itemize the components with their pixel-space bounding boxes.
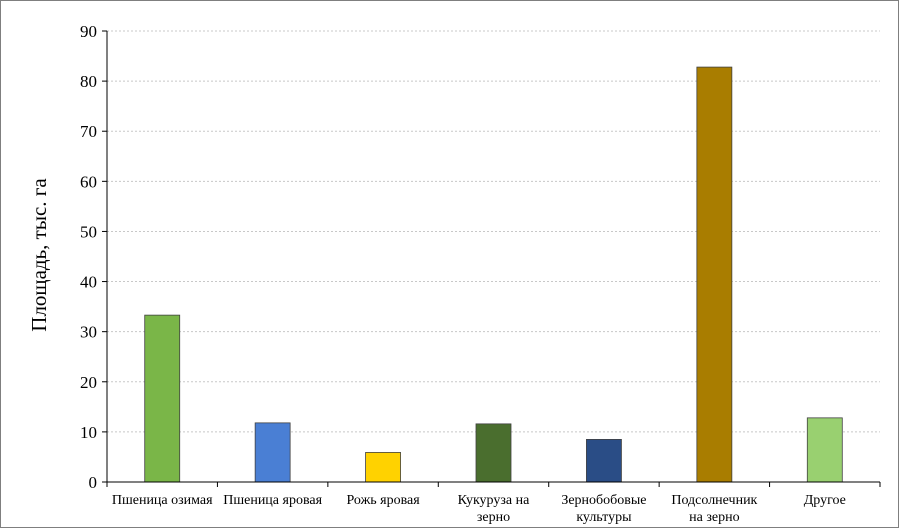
y-tick-label: 10	[80, 423, 97, 442]
y-tick-label: 50	[80, 222, 97, 241]
y-tick-labels: 0 10 20 30 40 50 60 70 80 90	[80, 22, 97, 492]
bar	[586, 439, 622, 483]
x-tick-label: Подсолнечник	[671, 493, 757, 508]
axes	[102, 30, 881, 487]
x-tick-label: зерно	[477, 510, 510, 525]
y-tick-label: 80	[80, 72, 97, 91]
gridlines	[107, 30, 880, 433]
x-tick-label: Зернобобовые	[561, 493, 646, 508]
bars	[144, 66, 843, 483]
x-tick-label: Другое	[804, 493, 846, 508]
x-tick-label: на зерно	[689, 510, 739, 525]
bar	[365, 452, 401, 483]
x-tick-labels: Пшеница озимая Пшеница яровая Рожь яровая К…	[112, 493, 846, 525]
bar	[475, 423, 512, 483]
y-tick-label: 0	[89, 473, 98, 492]
x-tick-label: культуры	[576, 510, 632, 525]
y-tick-label: 90	[80, 22, 97, 41]
x-tick-label: Пшеница озимая	[112, 493, 213, 508]
bar	[696, 66, 733, 483]
y-axis-label: Площадь, тыс. га	[27, 178, 51, 332]
x-tick-label: Рожь яровая	[346, 493, 420, 508]
y-tick-label: 30	[80, 323, 97, 342]
y-tick-label: 60	[80, 172, 97, 191]
bar	[254, 422, 291, 483]
x-tick-label: Пшеница яровая	[223, 493, 322, 508]
bar	[806, 417, 843, 483]
y-tick-label: 20	[80, 373, 97, 392]
y-tick-label: 40	[80, 273, 97, 292]
bar	[144, 314, 181, 483]
x-tick-label: Кукуруза на	[458, 493, 530, 508]
y-tick-label: 70	[80, 122, 97, 141]
